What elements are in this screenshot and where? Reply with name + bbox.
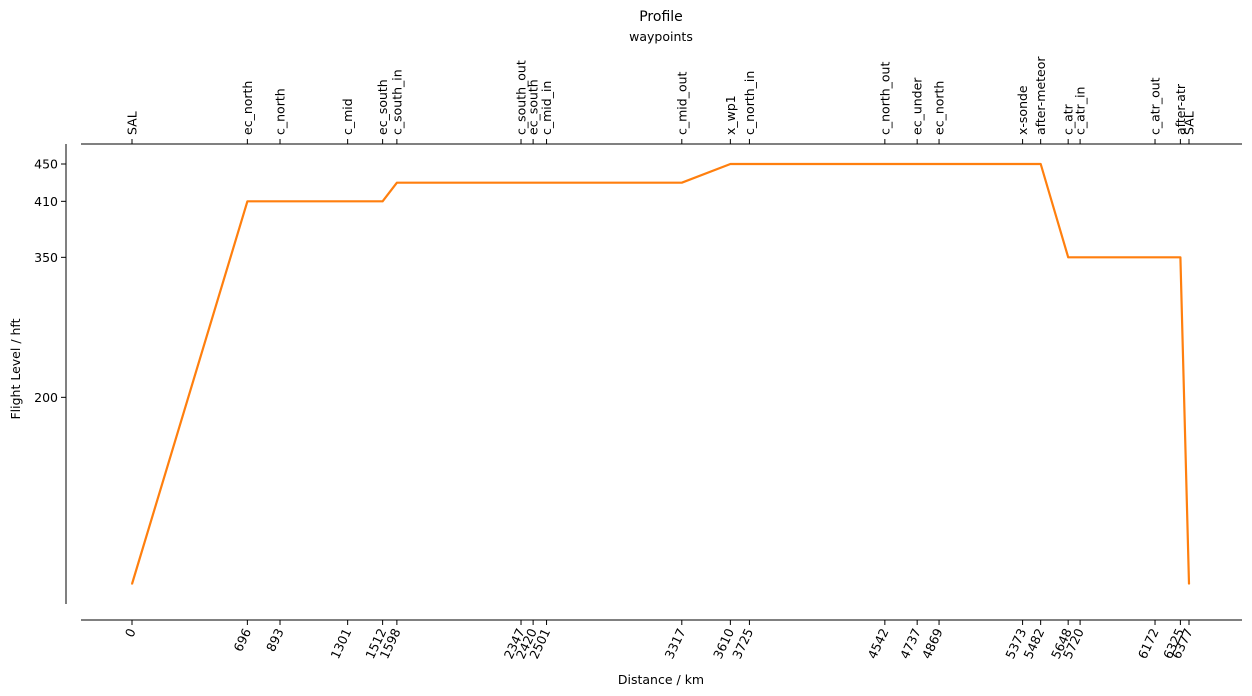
profile-point [680, 181, 683, 184]
waypoint-label: c_mid_out [674, 71, 689, 135]
flight-profile-line [130, 162, 1191, 585]
y-axis-ticks: 200 350 410 450 [34, 157, 66, 405]
waypoint-label: c_south_out [514, 60, 529, 135]
waypoint-label: c_atr_in [1073, 87, 1088, 135]
profile-point [1067, 256, 1069, 259]
waypoint-label: x_wp1 [723, 95, 738, 135]
y-tick-label: 410 [34, 194, 58, 209]
chart-title: Profile [639, 9, 683, 25]
x-tick-label: 696 [230, 626, 254, 654]
x-tick-label: 4542 [865, 626, 892, 661]
profile-point [1188, 583, 1190, 585]
profile-point [1179, 256, 1182, 259]
waypoint-label: c_mid [340, 98, 355, 135]
profile-point [381, 200, 384, 203]
x-tick-label: 1301 [327, 626, 354, 661]
waypoint-label: c_south_in [389, 69, 404, 135]
x-tick-label: 6172 [1135, 626, 1162, 661]
waypoint-label: after-atr [1173, 83, 1188, 135]
waypoint-label: x-sonde [1015, 85, 1030, 135]
waypoint-label: c_north_in [742, 71, 757, 135]
profile-point [1039, 163, 1042, 165]
waypoint-label: c_mid_in [539, 81, 554, 135]
waypoint-label: ec_south [526, 79, 541, 135]
waypoint-label: c_atr [1061, 103, 1076, 135]
profile-point [246, 200, 249, 203]
y-tick-label: 200 [34, 390, 58, 405]
y-axis-label: Flight Level / hft [8, 318, 23, 419]
y-tick-label: 350 [34, 250, 58, 265]
waypoint-label: SAL [1182, 111, 1197, 135]
waypoint-label: ec_south [375, 79, 390, 135]
x-axis-label: Distance / km [618, 672, 704, 687]
profile-point [396, 181, 398, 184]
y-tick-label: 450 [34, 157, 58, 172]
waypoint-label: after-meteor [1033, 56, 1048, 135]
profile-point [131, 583, 133, 585]
waypoint-label: c_north [273, 88, 288, 135]
waypoint-label: c_atr_out [1148, 77, 1163, 135]
x-tick-label: 893 [263, 626, 287, 654]
profile-point [729, 163, 732, 165]
x-tick-label: 0 [122, 626, 139, 640]
waypoint-label: ec_under [910, 77, 925, 135]
x-tick-label: 4869 [919, 626, 946, 661]
x-tick-label: 3317 [661, 626, 688, 661]
top-axis-label: waypoints [629, 29, 693, 44]
waypoint-label: SAL [125, 111, 140, 135]
waypoint-label: ec_north [240, 81, 255, 135]
series-layer [130, 162, 1191, 585]
top-axis-ticks: SAL ec_north c_north c_mid ec_south c_south_i… [125, 56, 1197, 144]
waypoint-label: c_north_out [877, 62, 892, 135]
waypoint-label: ec_north [932, 81, 947, 135]
